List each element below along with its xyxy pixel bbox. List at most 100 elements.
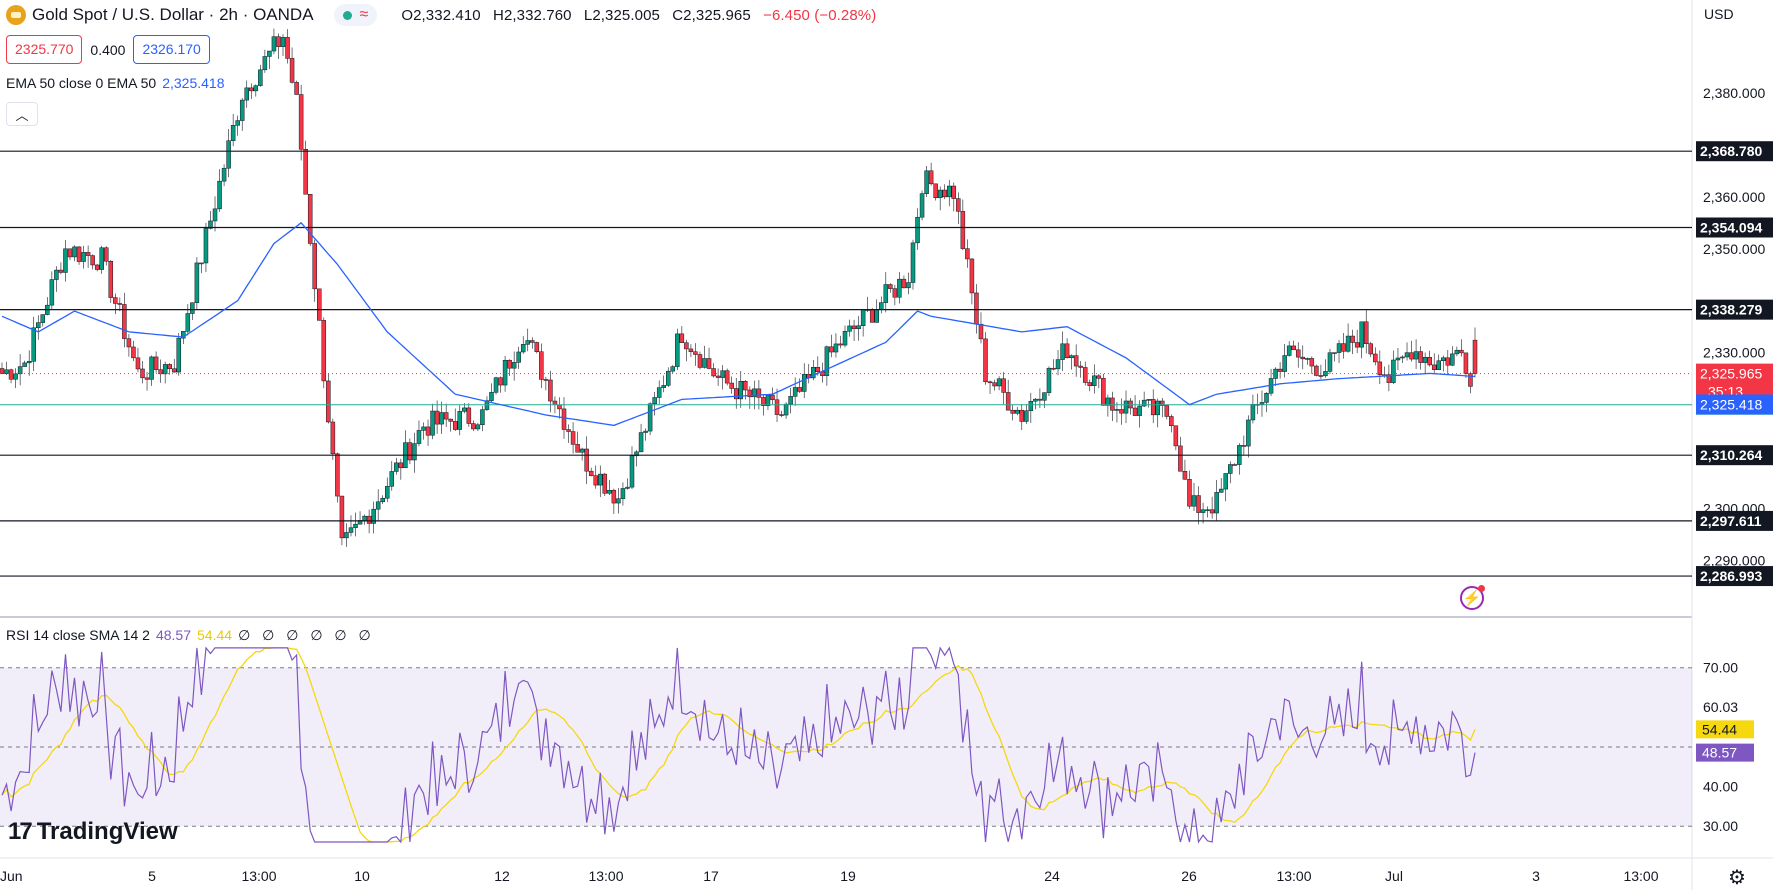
candle-down bbox=[1005, 392, 1011, 411]
candle-down bbox=[1386, 374, 1392, 383]
candle-up bbox=[1046, 367, 1052, 393]
candle-up bbox=[1336, 343, 1342, 353]
candle-down bbox=[1377, 361, 1383, 375]
rsi-tick-label: 70.00 bbox=[1703, 660, 1738, 676]
rsi-band bbox=[0, 667, 1692, 827]
candle-down bbox=[888, 284, 893, 289]
candle-up bbox=[910, 242, 916, 283]
candle-up bbox=[874, 309, 879, 323]
change-value: −6.450 (−0.28%) bbox=[763, 6, 877, 24]
market-status-pill[interactable]: ≈ bbox=[333, 4, 378, 26]
candle-up bbox=[36, 322, 41, 329]
rsi-tick-label: 40.00 bbox=[1703, 779, 1738, 795]
candle-up bbox=[842, 331, 848, 346]
candle-up bbox=[765, 394, 771, 406]
level-label: 2,354.094 bbox=[1700, 219, 1762, 235]
candle-up bbox=[1454, 349, 1460, 355]
candle-up bbox=[267, 50, 272, 57]
candle-down bbox=[1064, 343, 1070, 358]
candle-up bbox=[1033, 398, 1038, 402]
candle-down bbox=[1232, 464, 1238, 466]
candle-up bbox=[856, 325, 861, 329]
candle-down bbox=[1291, 345, 1296, 351]
candle-down bbox=[289, 58, 295, 83]
candle-down bbox=[303, 149, 308, 195]
candle-down bbox=[113, 297, 118, 304]
candle-up bbox=[480, 409, 485, 426]
candle-down bbox=[131, 346, 136, 359]
gear-icon[interactable]: ⚙ bbox=[1728, 867, 1746, 889]
candle-up bbox=[638, 432, 644, 453]
candle-up bbox=[720, 370, 725, 378]
candle-down bbox=[108, 260, 114, 298]
lightning-alert-icon[interactable]: ⚡ bbox=[1460, 585, 1485, 610]
candle-up bbox=[344, 532, 349, 539]
candle-down bbox=[471, 423, 476, 430]
candle-up bbox=[1155, 400, 1160, 416]
currency-selector[interactable]: USD ⌄ bbox=[1704, 6, 1773, 23]
rsi-legend[interactable]: RSI 14 close SMA 14 2 48.57 54.44 ∅ ∅ ∅ ∅ ∅… bbox=[6, 627, 375, 644]
candle-up bbox=[502, 359, 508, 386]
collapse-legend-button[interactable]: ︿ bbox=[6, 102, 38, 126]
candle-down bbox=[942, 189, 947, 198]
candle-up bbox=[221, 167, 227, 182]
candle-up bbox=[1060, 343, 1065, 360]
bid-ask-row: 2325.770 0.400 2326.170 bbox=[6, 35, 210, 64]
candle-down bbox=[987, 381, 993, 384]
candle-up bbox=[1146, 399, 1151, 401]
tv-logo-icon: 17 bbox=[8, 818, 33, 845]
market-open-dot-icon bbox=[342, 10, 352, 20]
candle-up bbox=[244, 87, 249, 101]
candle-up bbox=[4, 369, 9, 374]
candle-up bbox=[271, 36, 277, 52]
candle-up bbox=[652, 397, 657, 405]
candle-down bbox=[1110, 397, 1115, 411]
rsi-sma-value: 54.44 bbox=[197, 627, 233, 643]
candle-up bbox=[380, 497, 385, 503]
symbol-title[interactable]: Gold Spot / U.S. Dollar · 2h · OANDA bbox=[32, 5, 314, 24]
candle-up bbox=[1273, 368, 1278, 379]
candle-up bbox=[412, 443, 417, 461]
candle-up bbox=[665, 370, 671, 386]
price-tick-label: 2,290.000 bbox=[1703, 552, 1765, 568]
candle-down bbox=[1169, 416, 1174, 426]
candle-up bbox=[226, 140, 231, 169]
candle-up bbox=[72, 246, 77, 258]
ema-legend[interactable]: EMA 50 close 0 EMA 50 2,325.418 bbox=[6, 75, 225, 91]
candle-up bbox=[149, 356, 154, 380]
candle-up bbox=[430, 410, 435, 436]
candle-down bbox=[1150, 399, 1156, 416]
candle-up bbox=[1137, 405, 1142, 416]
sell-price-button[interactable]: 2325.770 bbox=[6, 35, 83, 64]
candle-down bbox=[76, 246, 82, 262]
candle-down bbox=[199, 262, 204, 265]
rsi-tick-label: 60.03 bbox=[1703, 699, 1738, 715]
candle-down bbox=[1409, 352, 1414, 360]
candle-down bbox=[557, 404, 562, 410]
candle-up bbox=[629, 455, 635, 488]
candle-down bbox=[1295, 349, 1301, 358]
time-tick-label: 13:00 bbox=[1276, 868, 1311, 884]
candle-down bbox=[715, 375, 721, 378]
candles-group bbox=[0, 28, 1478, 547]
candle-down bbox=[539, 351, 544, 380]
time-tick-label: 5 bbox=[148, 868, 156, 884]
time-tick-label: 13:00 bbox=[1623, 868, 1658, 884]
candle-down bbox=[94, 264, 100, 270]
candle-down bbox=[761, 397, 766, 406]
candle-up bbox=[1323, 371, 1328, 377]
candle-down bbox=[570, 431, 576, 445]
candle-down bbox=[756, 388, 762, 398]
candle-up bbox=[883, 284, 889, 303]
buy-price-button[interactable]: 2326.170 bbox=[133, 35, 210, 64]
rsi-label-bg bbox=[1696, 743, 1754, 762]
candle-up bbox=[1286, 345, 1292, 356]
candle-up bbox=[1228, 464, 1233, 474]
time-tick-label: 24 bbox=[1044, 868, 1060, 884]
candle-up bbox=[40, 314, 46, 323]
candle-up bbox=[375, 501, 381, 510]
candle-down bbox=[448, 418, 453, 422]
candle-up bbox=[17, 366, 23, 375]
rsi-axis-label: 48.57 bbox=[1702, 745, 1737, 761]
